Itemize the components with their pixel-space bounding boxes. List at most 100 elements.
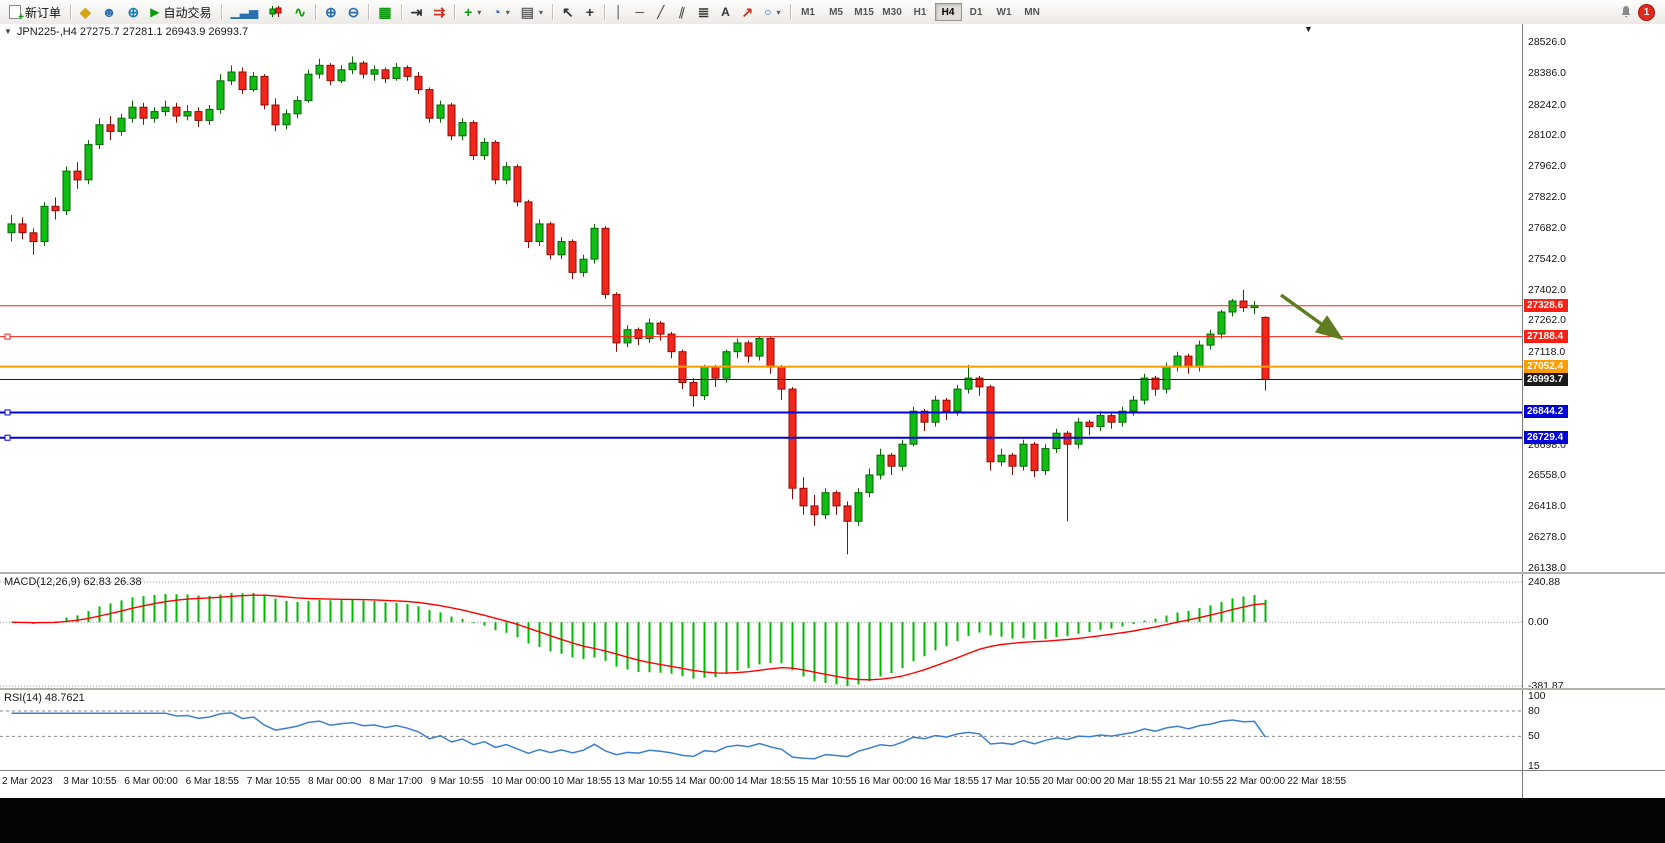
price-axis-label: 28102.0	[1528, 129, 1566, 142]
candle	[1019, 443, 1028, 467]
price-axis[interactable]: 28526.0 28386.0 28242.0 28102.0 27962.0 27822…	[1522, 24, 1665, 574]
alerts-bell-icon[interactable]	[1619, 5, 1633, 19]
candle	[975, 377, 984, 388]
channel-button[interactable]: ∥	[672, 2, 692, 22]
candlestick-button[interactable]	[264, 2, 288, 22]
resistance-line-2-badge: 27188.4	[1524, 329, 1568, 343]
candle	[645, 322, 654, 340]
toolbar-separator	[789, 4, 791, 20]
annotation-arrow[interactable]	[1279, 293, 1344, 341]
timeframe-m5[interactable]: M5	[823, 3, 850, 21]
market-watch-button[interactable]: ◆	[75, 2, 96, 22]
price-axis-label: 26558.0	[1528, 469, 1566, 482]
bottom-black-bar	[0, 798, 1665, 843]
horizontal-line-button[interactable]: ─	[630, 2, 650, 22]
time-axis-label: 2 Mar 2023	[2, 776, 53, 787]
chart-shift-button[interactable]: ⇉	[428, 2, 450, 22]
macd-chart	[0, 581, 1522, 687]
periods-button[interactable]: ◔ ▾	[487, 2, 514, 22]
candle	[480, 141, 489, 157]
fibonacci-button[interactable]: ≣	[693, 2, 715, 22]
arrow-object-button[interactable]: ↗	[737, 2, 759, 22]
candle	[447, 104, 456, 137]
timeframe-m15[interactable]: M15	[851, 3, 878, 21]
cursor-button[interactable]: ↖	[557, 2, 579, 22]
toolbar-separator	[400, 4, 402, 20]
rsi-plot[interactable]: RSI(14) 48.7621	[0, 690, 1522, 770]
candle	[1239, 300, 1248, 309]
candle	[777, 366, 786, 390]
time-axis-label: 10 Mar 18:55	[552, 776, 612, 787]
main-price-pane: ▼ JPN225-,H4 27275.7 27281.1 26943.9 2699…	[0, 24, 1665, 574]
candle	[964, 377, 973, 390]
candle	[370, 69, 379, 75]
one-click-trading-toggle[interactable]: ▼	[4, 27, 12, 36]
main-chart-plot[interactable]: ▼ JPN225-,H4 27275.7 27281.1 26943.9 2699…	[0, 24, 1522, 572]
candle	[524, 201, 533, 242]
trendline-button[interactable]: ╱	[651, 2, 671, 22]
navigator-button[interactable]: ☻	[97, 2, 122, 22]
toolbar-separator	[314, 4, 316, 20]
candle	[997, 454, 1006, 463]
rsi-chart	[0, 710, 1522, 760]
shapes-button[interactable]: ○ ▾	[759, 2, 785, 22]
auto-scroll-button[interactable]: ⇥	[406, 2, 428, 22]
terminal-icon: ⊕	[127, 4, 140, 20]
timeframe-mn[interactable]: MN	[1019, 3, 1046, 21]
candle	[51, 205, 60, 212]
timeframe-d1[interactable]: D1	[963, 3, 990, 21]
crosshair-button[interactable]: +	[580, 2, 600, 22]
terminal-button[interactable]: ⊕	[123, 2, 145, 22]
time-axis-label: 16 Mar 18:55	[920, 776, 979, 787]
candle	[1008, 454, 1017, 467]
fibonacci-icon: ≣	[697, 4, 710, 20]
candle	[249, 75, 258, 91]
indicators-button[interactable]: + ▾	[459, 2, 486, 22]
vertical-line-button[interactable]: │	[609, 2, 629, 22]
text-button[interactable]: A	[716, 2, 736, 22]
axis-corner	[1522, 771, 1665, 799]
timeframe-m1[interactable]: M1	[795, 3, 822, 21]
notification-badge[interactable]: 1	[1638, 3, 1655, 21]
scroll-to-end-marker[interactable]: ▼	[1304, 24, 1313, 34]
zoom-out-button[interactable]: ⊖	[343, 2, 365, 22]
candle	[579, 258, 588, 273]
timeframe-w1[interactable]: W1	[991, 3, 1018, 21]
toolbar-separator	[220, 4, 222, 20]
timeframe-m30[interactable]: M30	[879, 3, 906, 21]
macd-pane: MACD(12,26,9) 62.83 26.38 240.88 0.00 -381…	[0, 572, 1665, 692]
templates-button[interactable]: ▤ ▾	[516, 2, 548, 22]
price-axis-label: 27542.0	[1528, 252, 1566, 265]
timeframe-toolbar: M1 M5 M15 M30 H1 H4 D1 W1 MN	[795, 3, 1046, 21]
macd-plot[interactable]: MACD(12,26,9) 62.83 26.38	[0, 574, 1522, 692]
candle	[1118, 410, 1127, 423]
candle	[656, 322, 665, 335]
candle	[326, 64, 335, 82]
bar-chart-button[interactable]: ▁▃▅	[226, 2, 264, 22]
candle	[260, 75, 269, 106]
candle	[821, 492, 830, 516]
time-axis-label: 14 Mar 00:00	[675, 776, 735, 787]
timeframe-h1[interactable]: H1	[907, 3, 934, 21]
auto-trading-button[interactable]: ▶ 自动交易	[145, 2, 216, 22]
candle	[953, 388, 962, 412]
candle	[1173, 355, 1182, 368]
candle	[843, 505, 852, 522]
candle	[700, 366, 709, 397]
candle	[414, 75, 423, 91]
new-order-button[interactable]: 新订单	[4, 2, 66, 23]
line-chart-button[interactable]: ∿	[289, 2, 311, 22]
candle	[634, 329, 643, 340]
vertical-line-icon: │	[615, 5, 623, 19]
candlestick-chart	[0, 56, 1522, 555]
tile-windows-button[interactable]: ▦	[373, 2, 396, 22]
timeframe-h4[interactable]: H4	[934, 3, 962, 21]
zoom-in-button[interactable]: ⊕	[320, 2, 342, 22]
time-axis[interactable]: 2 Mar 2023 3 Mar 10:55 6 Mar 00:00 6 Mar 18…	[0, 770, 1665, 799]
shapes-icon: ○	[764, 5, 772, 19]
candle	[744, 342, 753, 357]
candle	[942, 399, 951, 412]
candle	[62, 170, 71, 212]
candle	[425, 89, 434, 119]
candle	[29, 232, 38, 243]
